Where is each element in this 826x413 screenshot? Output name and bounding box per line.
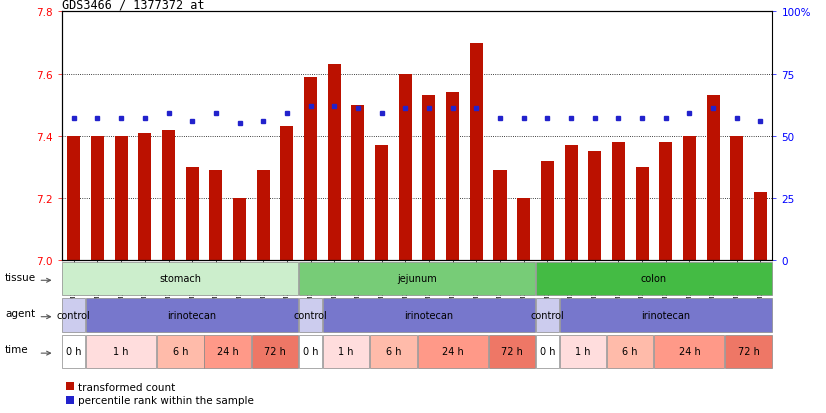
Bar [754,192,767,261]
Text: agent: agent [5,309,35,318]
Bar [186,168,199,261]
Bar [328,65,341,261]
Text: 0 h: 0 h [303,347,318,356]
Bar [205,335,251,368]
Bar [257,171,270,261]
Bar [233,199,246,261]
Bar [683,136,696,261]
Text: transformed count: transformed count [78,382,176,392]
Bar [725,335,771,368]
Bar [67,136,80,261]
Bar [323,299,535,332]
Bar [299,299,322,332]
Text: 72 h: 72 h [264,347,286,356]
Bar [588,152,601,261]
Bar [560,335,606,368]
Text: irinotecan: irinotecan [641,310,691,320]
Bar [65,382,74,390]
Text: 1 h: 1 h [575,347,591,356]
Bar [489,335,535,368]
Text: 24 h: 24 h [217,347,239,356]
Text: 6 h: 6 h [623,347,638,356]
Bar [299,335,322,368]
Text: stomach: stomach [159,274,202,284]
Bar [304,78,317,261]
Bar [63,335,85,368]
Bar [536,335,558,368]
Text: 1 h: 1 h [113,347,129,356]
Bar [91,136,104,261]
Text: 6 h: 6 h [173,347,188,356]
Bar [280,127,293,261]
Bar [659,143,672,261]
Bar [517,199,530,261]
Bar [209,171,222,261]
Text: GDS3466 / 1377372_at: GDS3466 / 1377372_at [62,0,205,11]
Bar [706,96,719,261]
Bar [446,93,459,261]
Text: 72 h: 72 h [738,347,760,356]
Text: irinotecan: irinotecan [405,310,453,320]
Bar [351,105,364,261]
Text: control: control [294,310,327,320]
Bar [138,133,151,261]
Bar [654,335,724,368]
Bar [115,136,128,261]
Text: percentile rank within the sample: percentile rank within the sample [78,395,254,405]
Text: time: time [5,345,29,355]
Text: 1 h: 1 h [339,347,354,356]
Text: 72 h: 72 h [501,347,523,356]
Bar [635,168,648,261]
Text: 24 h: 24 h [442,347,463,356]
Text: 0 h: 0 h [66,347,82,356]
Bar [65,396,74,404]
Bar [299,262,535,295]
Text: 0 h: 0 h [539,347,555,356]
Bar [564,146,577,261]
Bar [422,96,435,261]
Bar [86,335,156,368]
Bar [375,146,388,261]
Bar [86,299,298,332]
Text: tissue: tissue [5,272,36,282]
Bar [536,299,558,332]
Text: control: control [57,310,91,320]
Bar [607,335,653,368]
Bar [323,335,369,368]
Bar [536,262,771,295]
Bar [63,262,298,295]
Bar [493,171,506,261]
Bar [252,335,298,368]
Text: irinotecan: irinotecan [168,310,216,320]
Bar [470,43,483,261]
Text: colon: colon [641,274,667,284]
Bar [560,299,771,332]
Bar [162,130,175,261]
Text: jejunum: jejunum [397,274,437,284]
Text: 24 h: 24 h [679,347,700,356]
Bar [541,161,554,261]
Bar [418,335,487,368]
Bar [370,335,416,368]
Text: 6 h: 6 h [386,347,401,356]
Bar [730,136,743,261]
Text: control: control [530,310,564,320]
Bar [157,335,203,368]
Bar [63,299,85,332]
Bar [399,74,412,261]
Bar [612,143,625,261]
